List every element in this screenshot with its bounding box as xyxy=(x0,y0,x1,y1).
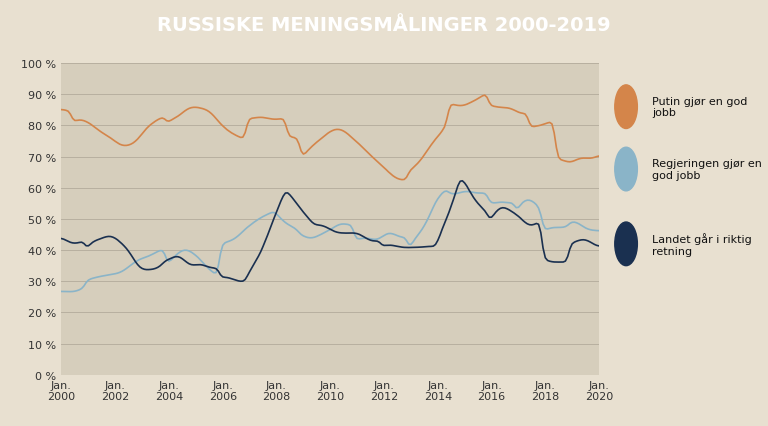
Circle shape xyxy=(615,148,637,191)
Text: Regjeringen gjør en
god jobb: Regjeringen gjør en god jobb xyxy=(652,159,762,180)
Circle shape xyxy=(615,222,637,266)
Text: RUSSISKE MENINGSMÅLINGER 2000-2019: RUSSISKE MENINGSMÅLINGER 2000-2019 xyxy=(157,16,611,35)
Circle shape xyxy=(615,86,637,129)
Text: Landet går i riktig
retning: Landet går i riktig retning xyxy=(652,233,752,256)
Text: Putin gjør en god jobb: Putin gjør en god jobb xyxy=(652,97,747,118)
